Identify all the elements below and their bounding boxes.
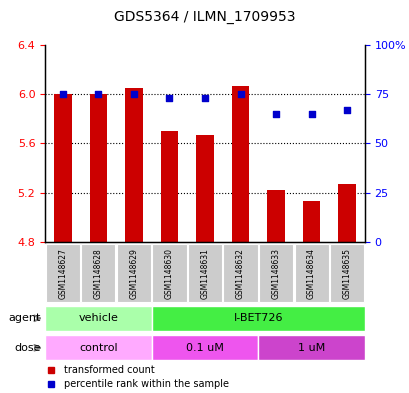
Bar	[196, 135, 213, 242]
Point	[237, 91, 243, 97]
Point	[201, 95, 208, 101]
Bar	[187, 244, 222, 302]
Text: GSM1148627: GSM1148627	[58, 248, 67, 299]
Text: vehicle: vehicle	[78, 313, 118, 323]
Bar	[258, 244, 292, 302]
Text: GDS5364 / ILMN_1709953: GDS5364 / ILMN_1709953	[114, 10, 295, 24]
Bar	[294, 244, 328, 302]
Bar	[125, 88, 142, 242]
Text: control: control	[79, 343, 117, 353]
Bar	[152, 244, 186, 302]
Bar	[223, 244, 257, 302]
Bar	[231, 86, 249, 242]
Text: GSM1148632: GSM1148632	[236, 248, 245, 299]
Text: GSM1148631: GSM1148631	[200, 248, 209, 299]
Text: GSM1148628: GSM1148628	[94, 248, 103, 299]
Text: agent: agent	[9, 313, 41, 323]
Text: GSM1148629: GSM1148629	[129, 248, 138, 299]
Text: 0.1 uM: 0.1 uM	[186, 343, 223, 353]
Bar	[81, 244, 115, 302]
Text: transformed count: transformed count	[64, 365, 155, 375]
Bar	[258, 335, 364, 360]
Bar	[54, 94, 72, 242]
Text: GSM1148633: GSM1148633	[271, 248, 280, 299]
Bar	[151, 306, 364, 331]
Point	[308, 111, 314, 117]
Bar	[46, 244, 80, 302]
Bar	[89, 94, 107, 242]
Text: dose: dose	[14, 343, 41, 353]
Text: percentile rank within the sample: percentile rank within the sample	[64, 379, 229, 389]
Bar	[160, 131, 178, 242]
Text: 1 uM: 1 uM	[297, 343, 324, 353]
Point	[130, 91, 137, 97]
Bar	[45, 306, 151, 331]
Point	[59, 91, 66, 97]
Text: GSM1148630: GSM1148630	[164, 248, 173, 299]
Bar	[329, 244, 363, 302]
Point	[272, 111, 279, 117]
Bar	[337, 184, 355, 242]
Bar	[267, 190, 284, 242]
Text: GSM1148634: GSM1148634	[306, 248, 315, 299]
Point	[95, 91, 101, 97]
Bar	[117, 244, 151, 302]
Point	[343, 107, 350, 113]
Bar	[45, 335, 151, 360]
Text: I-BET726: I-BET726	[233, 313, 282, 323]
Point	[166, 95, 172, 101]
Bar	[151, 335, 258, 360]
Bar	[302, 201, 320, 242]
Text: GSM1148635: GSM1148635	[342, 248, 351, 299]
